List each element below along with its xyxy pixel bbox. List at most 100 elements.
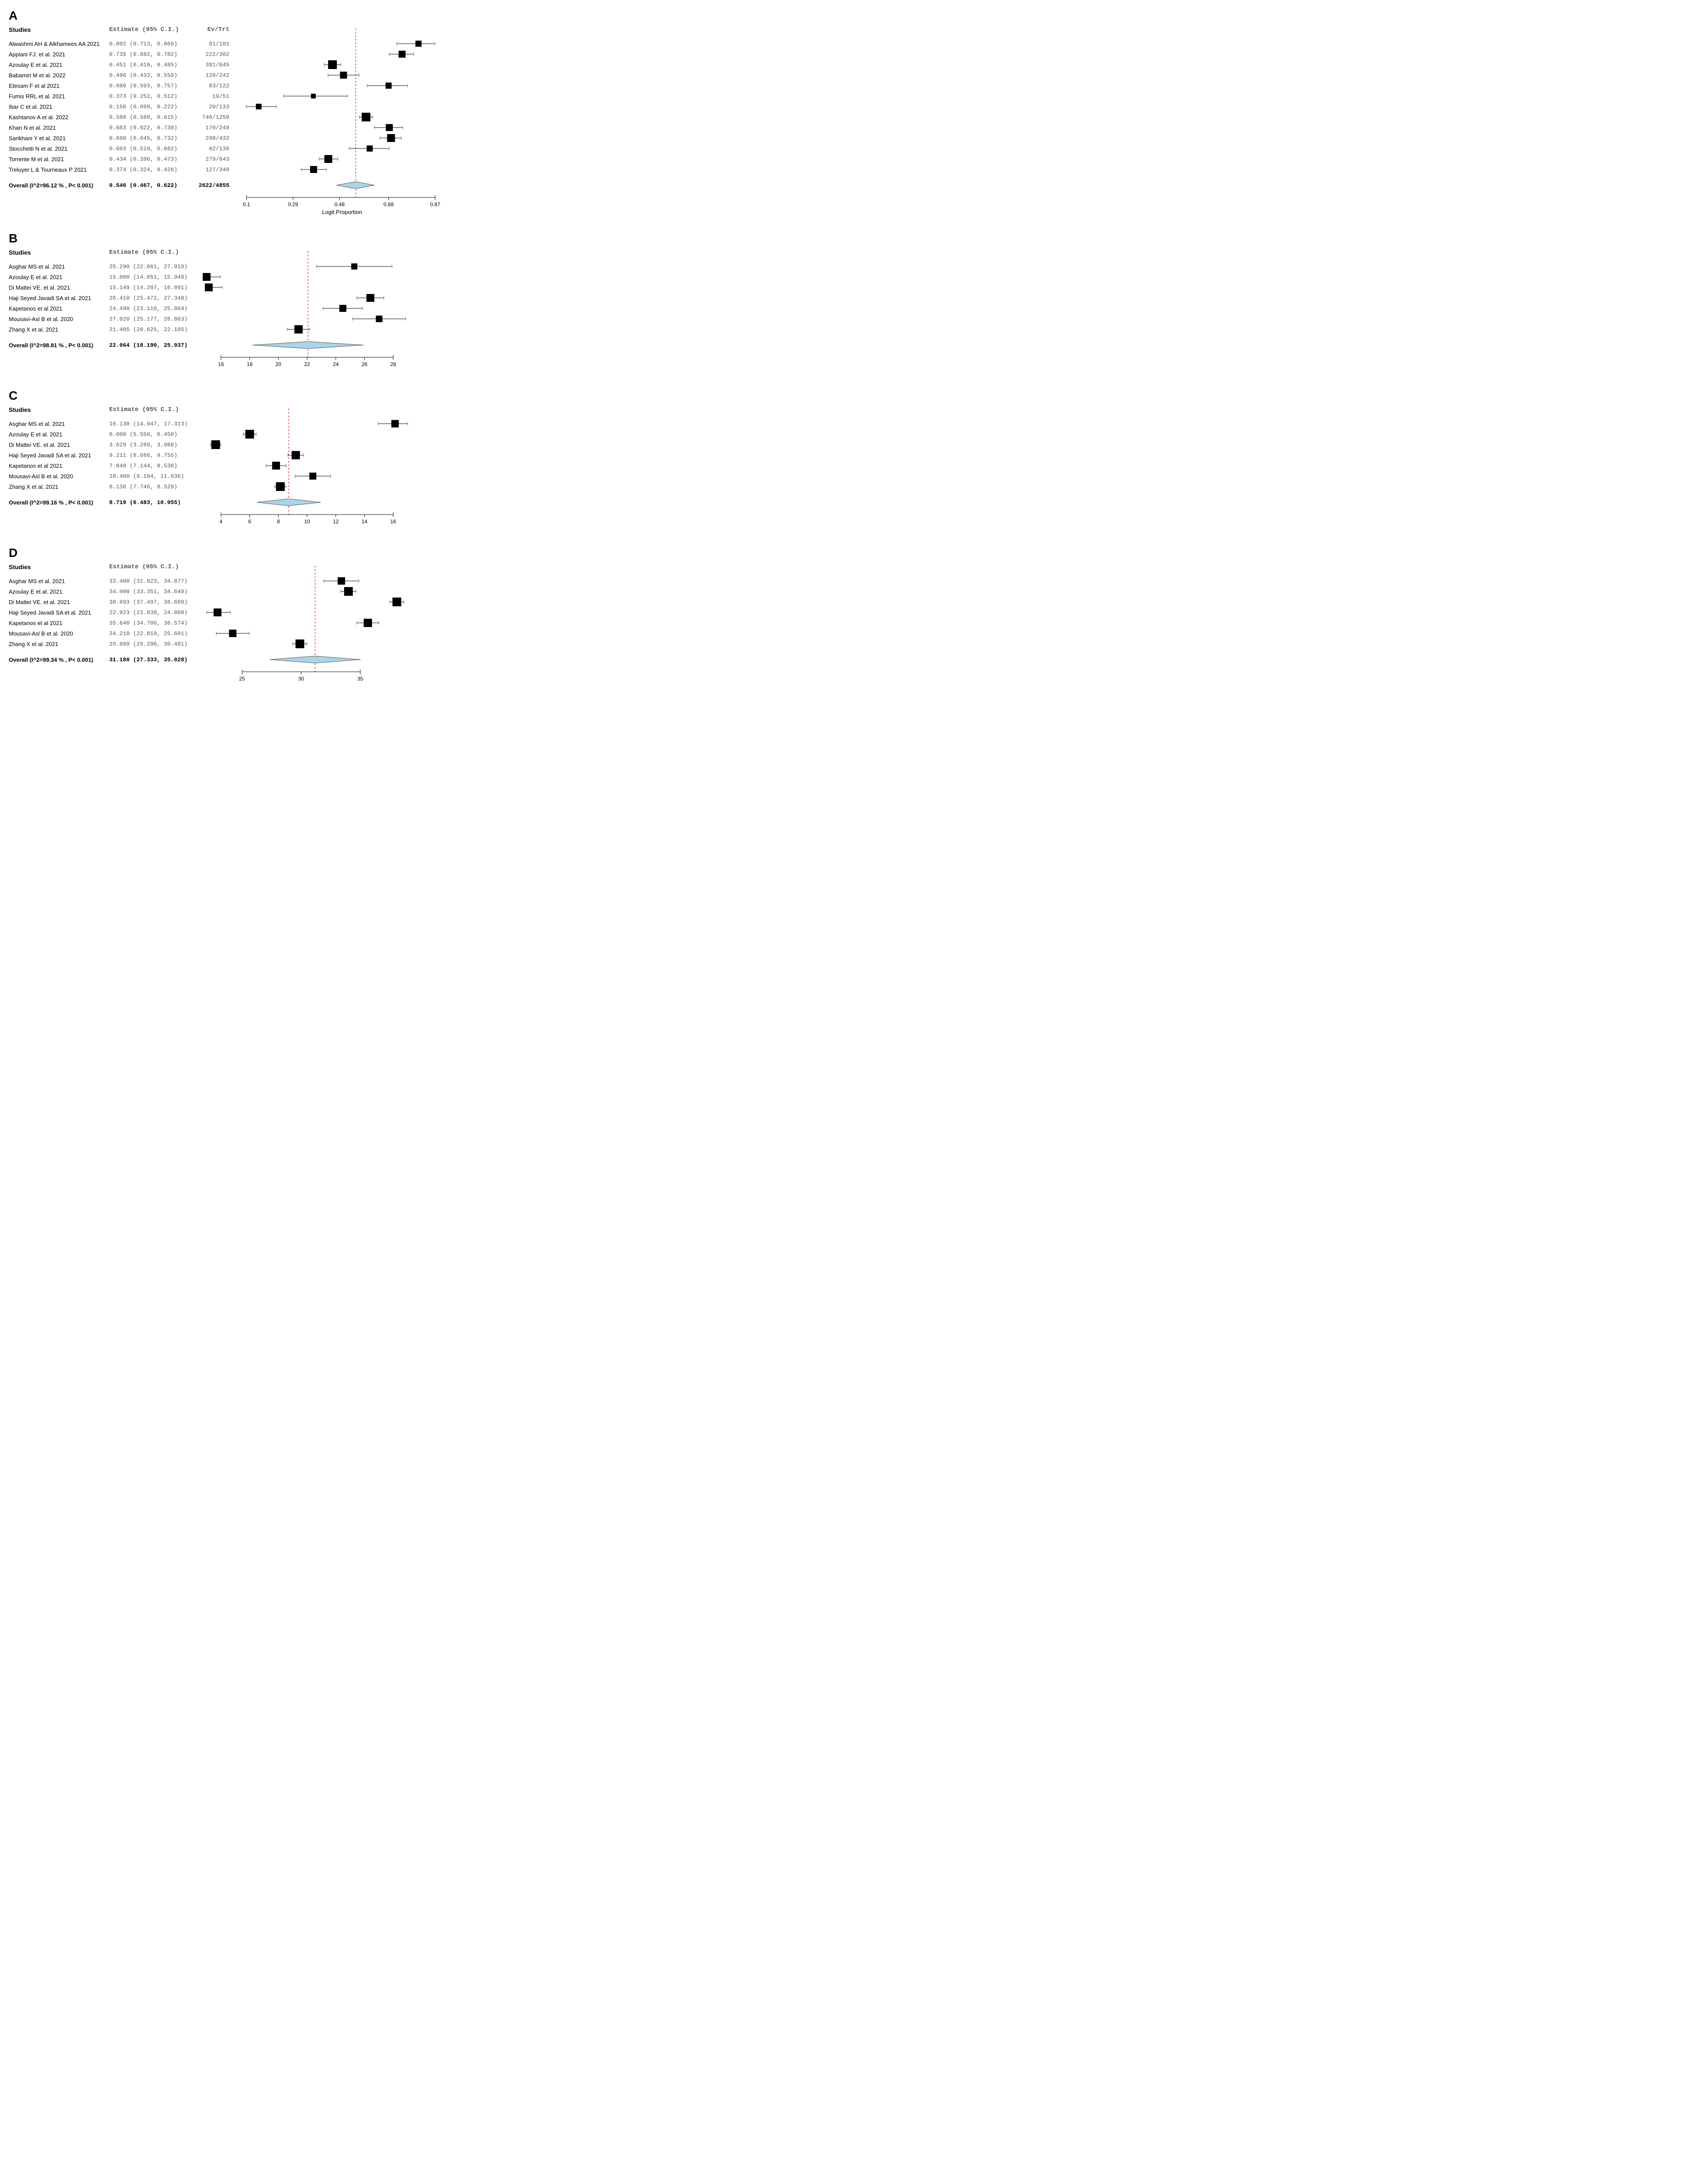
tick-label: 6 <box>248 518 251 525</box>
estimate-value: 0.683 (0.622, 0.738) <box>109 124 194 131</box>
point-marker <box>386 83 392 89</box>
study-name: Sarikhani Y et al. 2021 <box>9 135 109 142</box>
study-name: Mousavi-Asl B et al. 2020 <box>9 316 109 322</box>
estimate-value: 35.640 (34.706, 36.574) <box>109 620 194 626</box>
study-row: Di Mattei VE. et al. 202138.093 (37.497,… <box>9 597 194 607</box>
estimate-value: 0.451 (0.418, 0.485) <box>109 62 194 68</box>
ev-value: 20/133 <box>194 104 229 110</box>
estimate-value: 22.923 (21.838, 24.008) <box>109 609 194 616</box>
column-headers: StudiesEstimate (95% C.I.) <box>9 563 194 570</box>
studies-column: StudiesEstimate (95% C.I.)Ev/TrtAlwashmi… <box>9 26 233 190</box>
study-row: Haji Seyed Javadi SA et al. 202126.410 (… <box>9 293 194 303</box>
ev-value: 81/101 <box>194 41 229 47</box>
study-row: Azoulay E et al. 202115.000 (14.051, 15.… <box>9 272 194 282</box>
study-name: Azoulay E et al. 2021 <box>9 274 109 280</box>
tick-label: 22 <box>304 361 310 367</box>
estimate-value: 26.410 (25.472, 27.348) <box>109 295 194 301</box>
estimate-value: 0.690 (0.645, 0.732) <box>109 135 194 142</box>
overall-estimate: 0.546 (0.467, 0.622) <box>109 182 194 189</box>
study-row: Kapetanos et al 20217.840 (7.144, 8.536) <box>9 460 194 471</box>
point-marker <box>229 630 236 637</box>
panel-b: BStudiesEstimate (95% C.I.)Asghar MS et … <box>9 232 1678 376</box>
study-name: Di Mattei VE. et al. 2021 <box>9 442 109 448</box>
study-name: Kapetanos et al 2021 <box>9 463 109 469</box>
study-row: Asghar MS et al. 202125.290 (22.661, 27.… <box>9 261 194 272</box>
study-name: Alwashmi AH & Alkhamees AA 2021 <box>9 41 109 47</box>
study-name: Zhang X et al. 2021 <box>9 641 109 647</box>
tick-label: 4 <box>220 518 223 525</box>
estimate-value: 27.020 (25.177, 28.863) <box>109 316 194 322</box>
tick-label: 25 <box>239 676 245 682</box>
study-row: Azoulay E et al. 20210.451 (0.418, 0.485… <box>9 59 229 70</box>
studies-header: Studies <box>9 26 109 33</box>
ev-value: 19/51 <box>194 93 229 100</box>
study-row: Mousavi-Asl B et al. 202027.020 (25.177,… <box>9 314 194 324</box>
overall-row: Overall (I^2=96.12 % , P< 0.001)0.546 (0… <box>9 180 229 190</box>
study-row: Zhang X et al. 202121.405 (20.625, 22.18… <box>9 324 194 335</box>
study-name: Treluyer L & Tourneaux P 2021 <box>9 166 109 173</box>
ev-value: 170/249 <box>194 124 229 131</box>
panel-a: AStudiesEstimate (95% C.I.)Ev/TrtAlwashm… <box>9 9 1678 218</box>
estimate-value: 15.000 (14.051, 15.949) <box>109 274 194 280</box>
ev-value: 120/242 <box>194 72 229 79</box>
study-name: Torrente M et al. 2021 <box>9 156 109 162</box>
study-row: Asghar MS et al. 202116.130 (14.947, 17.… <box>9 418 194 429</box>
point-marker <box>272 462 280 470</box>
overall-estimate: 22.064 (18.190, 25.937) <box>109 342 194 349</box>
overall-diamond <box>252 342 364 349</box>
estimate-value: 29.889 (29.296, 30.481) <box>109 641 194 647</box>
point-marker <box>328 60 337 69</box>
ev-value: 83/122 <box>194 83 229 89</box>
overall-diamond <box>270 656 360 663</box>
overall-label: Overall (I^2=99.34 % , P< 0.001) <box>9 657 109 663</box>
estimate-value: 25.290 (22.661, 27.919) <box>109 263 194 270</box>
study-row: Zhang X et al. 20218.138 (7.746, 8.529) <box>9 481 194 492</box>
study-name: Mousavi-Asl B et al. 2020 <box>9 473 109 480</box>
estimate-value: 0.680 (0.593, 0.757) <box>109 83 194 89</box>
study-row: Treluyer L & Tourneaux P 20210.374 (0.32… <box>9 164 229 175</box>
study-row: Kapetanos et al 202135.640 (34.706, 36.5… <box>9 618 194 628</box>
study-row: Mousavi-Asl B et al. 202010.400 (9.164, … <box>9 471 194 481</box>
study-row: Haji Seyed Javadi SA et al. 20219.211 (8… <box>9 450 194 460</box>
study-name: Azoulay E et al. 2021 <box>9 431 109 438</box>
estimate-value: 0.150 (0.099, 0.222) <box>109 104 194 110</box>
column-headers: StudiesEstimate (95% C.I.) <box>9 406 194 413</box>
point-marker <box>364 619 372 627</box>
plot-area: StudiesEstimate (95% C.I.) Asghar MS et a… <box>9 406 1678 533</box>
tick-label: 35 <box>357 676 363 682</box>
panel-letter: C <box>9 389 1678 403</box>
study-name: Mousavi-Asl B et al. 2020 <box>9 630 109 637</box>
point-marker <box>366 145 373 152</box>
tick-label: 30 <box>298 676 304 682</box>
panel-letter: D <box>9 546 1678 560</box>
estimate-value: 0.588 (0.560, 0.615) <box>109 114 194 121</box>
point-marker <box>211 440 220 449</box>
estimate-value: 0.802 (0.713, 0.869) <box>109 41 194 47</box>
point-marker <box>214 608 221 616</box>
point-marker <box>292 451 300 460</box>
tick-label: 18 <box>247 361 253 367</box>
study-name: Haji Seyed Javadi SA et al. 2021 <box>9 609 109 616</box>
study-row: Di Mattei VE. et al. 20213.629 (3.269, 3… <box>9 439 194 450</box>
estimate-value: 0.603 (0.519, 0.682) <box>109 145 194 152</box>
point-marker <box>398 51 405 58</box>
panel-d: D StudiesEstimate (95% C.I.) Asghar MS et … <box>9 546 1678 690</box>
point-marker <box>339 305 346 312</box>
study-name: Asghar MS et al. 2021 <box>9 578 109 584</box>
ev-value: 298/432 <box>194 135 229 142</box>
forest-plot: 46810121416 <box>198 406 1678 533</box>
study-name: Asghar MS et al. 2021 <box>9 263 109 270</box>
ev-value: 222/302 <box>194 51 229 58</box>
estimate-value: 0.373 (0.252, 0.512) <box>109 93 194 100</box>
estimate-value: 8.138 (7.746, 8.529) <box>109 484 194 490</box>
estimate-value: 6.000 (5.550, 6.450) <box>109 431 194 438</box>
ev-value: 740/1259 <box>194 114 229 121</box>
ev-value: 381/845 <box>194 62 229 68</box>
study-name: Di Mattei VE. et al. 2021 <box>9 599 109 605</box>
studies-column: StudiesEstimate (95% C.I.)Asghar MS et a… <box>9 249 198 350</box>
point-marker <box>362 113 370 121</box>
ev-value: 279/643 <box>194 156 229 162</box>
tick-label: 28 <box>390 361 396 367</box>
studies-column: StudiesEstimate (95% C.I.) Asghar MS et a… <box>9 563 198 665</box>
ev-header: Ev/Trt <box>194 26 229 33</box>
